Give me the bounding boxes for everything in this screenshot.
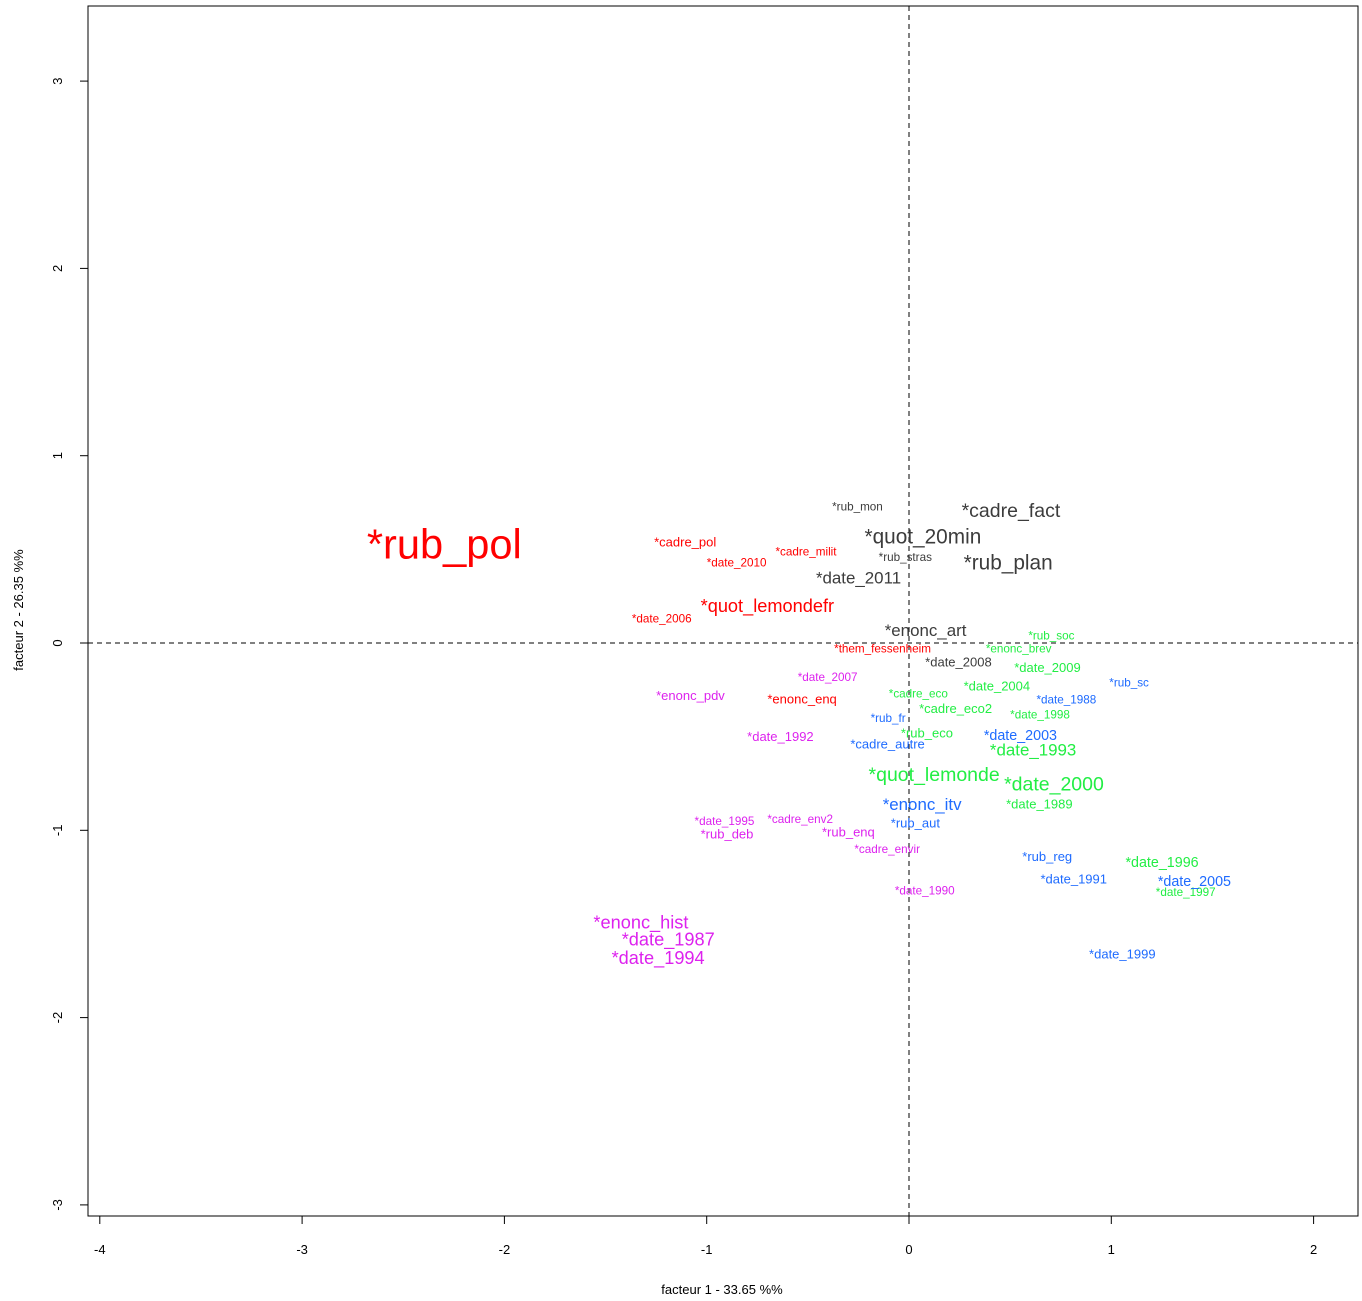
point-label: *enonc_brev: [986, 643, 1052, 656]
x-tick-label: -3: [296, 1242, 308, 1257]
x-tick-label: -2: [499, 1242, 511, 1257]
point-label: *cadre_milit: [775, 545, 837, 558]
point-label: *date_1997: [1156, 886, 1216, 899]
point-label: *cadre_envir: [854, 843, 920, 856]
y-tick-label: 3: [50, 77, 65, 84]
point-label: *date_1993: [990, 741, 1076, 760]
x-axis-title: facteur 1 - 33.65 %%: [661, 1282, 783, 1297]
y-tick-label: 1: [50, 452, 65, 459]
point-label: *rub_eco: [901, 725, 953, 740]
point-label: *date_1999: [1089, 946, 1156, 961]
point-label: *date_1987: [622, 929, 715, 950]
point-label: *them_fessenheim: [834, 643, 931, 656]
point-label: *cadre_eco: [889, 688, 949, 701]
point-label: *date_2009: [1014, 660, 1081, 675]
point-label: *rub_soc: [1028, 630, 1074, 643]
point-label: *cadre_autre: [850, 737, 924, 752]
x-tick-label: -1: [701, 1242, 713, 1257]
point-label: *date_1998: [1010, 708, 1070, 721]
point-label: *date_1989: [1006, 797, 1073, 812]
point-label: *date_2011: [816, 568, 901, 587]
point-label: *date_2010: [707, 557, 767, 570]
point-label: *date_1991: [1040, 872, 1107, 887]
point-label: *date_2003: [984, 728, 1057, 744]
x-tick-label: 1: [1108, 1242, 1115, 1257]
point-label: *quot_lemondefr: [701, 596, 834, 617]
point-label: *enonc_enq: [767, 692, 836, 707]
y-tick-label: 2: [50, 265, 65, 272]
point-label: *date_1990: [895, 884, 955, 897]
point-label: *rub_sc: [1109, 676, 1149, 689]
x-axis: -4 -3 -2 -1 0 1 2: [94, 1215, 1317, 1257]
point-label: *date_2006: [632, 613, 692, 626]
point-label: *rub_enq: [822, 825, 875, 840]
point-label: *cadre_env2: [767, 813, 833, 826]
y-axis-title: facteur 2 - 26.35 %%: [11, 549, 26, 671]
point-label: *date_2008: [925, 654, 992, 669]
point-label: *rub_plan: [964, 552, 1053, 575]
point-label: *date_1994: [612, 948, 705, 969]
y-tick-label: -3: [50, 1199, 65, 1211]
point-label: *quot_lemonde: [869, 764, 1000, 786]
y-tick-label: -2: [50, 1012, 65, 1024]
point-label: *rub_aut: [891, 815, 941, 830]
point-label: *cadre_eco2: [919, 701, 992, 716]
point-label: *rub_fr: [871, 712, 906, 725]
point-label: *cadre_fact: [962, 500, 1061, 522]
point-label: *date_2007: [798, 671, 858, 684]
point-label: *date_1992: [747, 729, 814, 744]
point-label: *date_1995: [695, 815, 755, 828]
point-label: *date_2005: [1158, 874, 1231, 890]
x-tick-label: -4: [94, 1242, 106, 1257]
x-tick-label: 0: [905, 1242, 912, 1257]
point-label: *date_2004: [964, 679, 1031, 694]
point-label: *quot_20min: [864, 526, 981, 549]
point-label: *rub_deb: [701, 827, 754, 842]
point-label: *enonc_pdv: [656, 688, 725, 703]
point-label: *rub_reg: [1022, 849, 1072, 864]
point-labels: *rub_pol *cadre_pol *cadre_milit *date_2010…: [367, 500, 1231, 969]
point-label: *enonc_art: [885, 621, 967, 640]
point-label: *date_1996: [1125, 855, 1198, 871]
x-tick-label: 2: [1310, 1242, 1317, 1257]
point-label: *rub_pol: [367, 520, 522, 567]
y-axis: -3 -2 -1 0 1 2 3: [50, 77, 89, 1211]
y-tick-label: 0: [50, 639, 65, 646]
point-label: *rub_mon: [832, 500, 883, 513]
point-label: *enonc_hist: [593, 912, 688, 933]
point-label: *cadre_pol: [654, 534, 716, 549]
y-tick-label: -1: [50, 825, 65, 837]
point-label: *enonc_itv: [883, 795, 962, 814]
point-label: *date_2000: [1004, 773, 1104, 795]
point-label: *rub_stras: [879, 551, 932, 564]
point-label: *date_1988: [1036, 693, 1096, 706]
